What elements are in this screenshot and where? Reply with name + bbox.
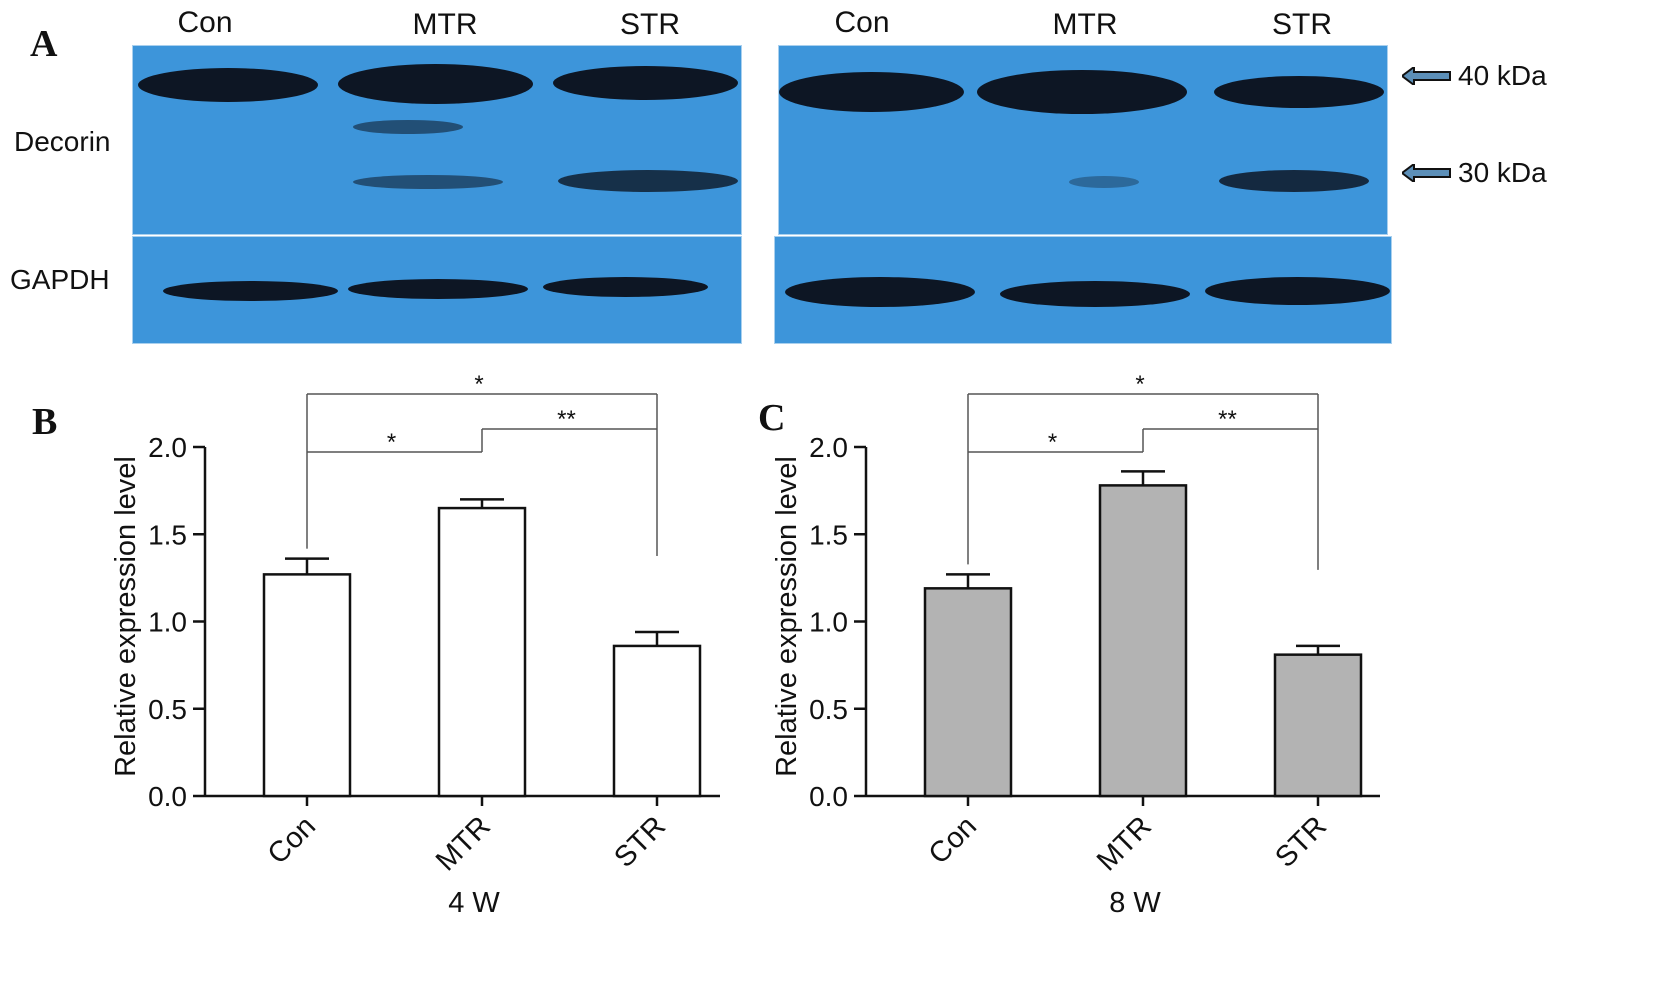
- significance-bracket-con-mtr: *: [306, 429, 482, 549]
- panel-c-letter: C: [758, 397, 786, 439]
- blot-right-decorin: [778, 45, 1388, 235]
- bar-str: [612, 644, 702, 798]
- y-axis-label: Relative expression level: [771, 456, 803, 777]
- significance-label: *: [1048, 429, 1057, 456]
- bar-con: [923, 587, 1013, 798]
- band-left-mtr-40kda: [338, 64, 533, 104]
- lane-label-right-str: STR: [1272, 8, 1332, 41]
- x-tick-label-con: Con: [923, 810, 983, 870]
- significance-bracket-mtr-str: **: [481, 406, 658, 556]
- y-tick-label: 0.0: [809, 781, 848, 812]
- row-label-gapdh: GAPDH: [10, 264, 110, 295]
- band-right-mtr-gapdh: [1000, 281, 1190, 307]
- band-right-str-40kda: [1214, 76, 1384, 108]
- band-left-mtr-35kda: [353, 120, 463, 134]
- significance-bracket-con-str: *: [967, 371, 1319, 452]
- band-left-str-40kda: [553, 66, 738, 100]
- y-tick-label: 2.0: [809, 432, 848, 463]
- x-axis-label: 4 W: [448, 887, 500, 919]
- bar-mtr: [437, 506, 527, 798]
- band-right-con-gapdh: [785, 277, 975, 307]
- lane-label-right-mtr: MTR: [1052, 8, 1118, 41]
- y-tick-label: 2.0: [148, 432, 187, 463]
- y-axis-label: Relative expression level: [110, 456, 142, 777]
- band-left-mtr-gapdh: [348, 279, 528, 299]
- y-tick-label: 1.0: [148, 607, 187, 638]
- panel-a-letter: A: [30, 23, 58, 65]
- marker-40kda: 40 kDa: [1458, 60, 1547, 91]
- row-label-decorin: Decorin: [14, 126, 111, 157]
- marker-30kda: 30 kDa: [1458, 157, 1547, 188]
- band-right-con-40kda: [779, 72, 964, 112]
- x-tick-label-con: Con: [262, 810, 322, 870]
- arrow-40kda-icon: [1402, 67, 1451, 85]
- blot-left-gapdh: [132, 236, 742, 344]
- band-left-mtr-30kda: [353, 175, 503, 189]
- x-tick-label-str: STR: [1269, 810, 1333, 874]
- band-right-str-30kda: [1219, 170, 1369, 192]
- significance-label: **: [1218, 406, 1237, 433]
- band-right-mtr-30kda: [1069, 176, 1139, 188]
- bar-con: [262, 573, 352, 798]
- bar-str: [1273, 653, 1363, 798]
- significance-bracket-mtr-str: **: [1142, 406, 1319, 570]
- lane-label-right-con: Con: [834, 6, 890, 39]
- significance-bracket-con-str: *: [306, 371, 658, 452]
- lane-label-left-con: Con: [177, 6, 233, 39]
- lane-label-left-mtr: MTR: [412, 8, 478, 41]
- lane-label-left-str: STR: [620, 8, 680, 41]
- y-tick-label: 0.5: [148, 694, 187, 725]
- significance-label: *: [1135, 371, 1144, 398]
- y-tick-label: 0.0: [148, 781, 187, 812]
- x-axis-label: 8 W: [1109, 887, 1161, 919]
- band-right-mtr-40kda: [977, 70, 1187, 114]
- band-left-str-30kda: [558, 170, 738, 192]
- y-tick-label: 1.5: [809, 519, 848, 550]
- significance-bracket-con-mtr: *: [967, 429, 1143, 565]
- arrow-30kda-icon: [1402, 164, 1451, 182]
- bar-mtr: [1098, 484, 1188, 798]
- x-tick-label-str: STR: [608, 810, 672, 874]
- significance-label: *: [474, 371, 483, 398]
- y-tick-label: 1.0: [809, 607, 848, 638]
- x-tick-label-mtr: MTR: [430, 810, 497, 877]
- blot-right-gapdh: [774, 236, 1392, 344]
- y-tick-label: 1.5: [148, 519, 187, 550]
- band-left-con-40kda: [138, 68, 318, 102]
- significance-label: **: [557, 406, 576, 433]
- panel-b-letter: B: [32, 401, 58, 443]
- band-right-str-gapdh: [1205, 277, 1390, 305]
- significance-label: *: [387, 429, 396, 456]
- y-tick-label: 0.5: [809, 694, 848, 725]
- blot-left-decorin: [132, 45, 742, 235]
- band-left-con-gapdh: [163, 281, 338, 301]
- x-tick-label-mtr: MTR: [1091, 810, 1158, 877]
- band-left-str-gapdh: [543, 277, 708, 297]
